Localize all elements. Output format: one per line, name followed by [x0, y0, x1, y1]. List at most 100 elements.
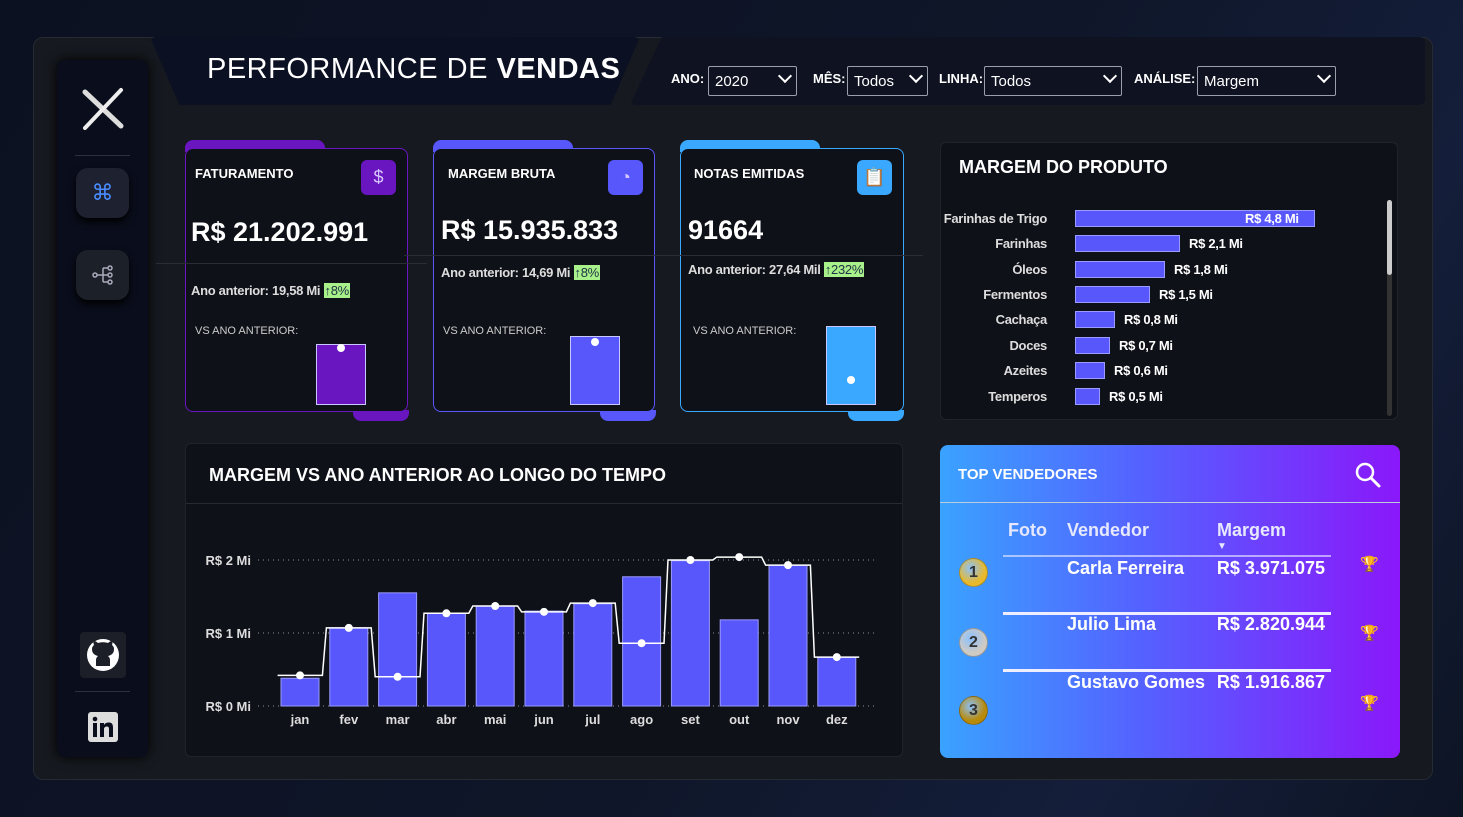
trophy-icon: 🏆 [1360, 625, 1379, 642]
previous-year-point-fev [344, 623, 353, 632]
linkedin-link[interactable] [76, 702, 129, 752]
chevron-down-icon [777, 68, 793, 84]
kpi-card-faturamento: FATURAMENTO $ R$ 21.202.991 Ano anterior… [156, 148, 427, 412]
scrollbar[interactable] [1387, 200, 1392, 416]
product-name: Farinhas de Trigo [943, 211, 1048, 226]
kpi-title: FATURAMENTO [195, 166, 294, 181]
filter-analise-value: Margem [1204, 73, 1260, 90]
rank-medal-icon: 2 [959, 628, 988, 657]
github-link[interactable] [76, 630, 129, 680]
kpi-vs-label: VS ANO ANTERIOR: [693, 325, 797, 337]
product-name: Farinhas [995, 236, 1047, 251]
previous-year-point-out [735, 553, 744, 562]
kpi-change-badge: ↑8% [323, 283, 350, 298]
product-row[interactable]: Azeites R$ 0,6 Mi [941, 362, 1381, 380]
product-value-label: R$ 0,5 Mi [1109, 389, 1163, 404]
x-tick-label: jun [533, 712, 554, 727]
product-row[interactable]: Fermentos R$ 1,5 Mi [941, 286, 1381, 304]
bar-mai [475, 605, 515, 707]
product-value-label: R$ 0,8 Mi [1124, 312, 1178, 327]
kpi-value: 91664 [688, 215, 764, 245]
kpi-title: NOTAS EMITIDAS [694, 166, 805, 181]
search-icon[interactable] [1354, 461, 1382, 489]
product-bar [1075, 235, 1180, 252]
product-name: Azeites [1003, 363, 1048, 378]
chevron-down-icon [1102, 68, 1118, 84]
sidebar-divider [75, 691, 130, 692]
trophy-icon: 🏆 [1360, 695, 1379, 712]
filter-ano-select[interactable]: 2020 [708, 66, 797, 96]
kpi-value: R$ 21.202.991 [191, 217, 369, 247]
filter-label-analise: ANÁLISE: [1134, 71, 1196, 86]
y-tick-label: R$ 0 Mi [205, 699, 251, 714]
product-row[interactable]: Cachaça R$ 0,8 Mi [941, 311, 1381, 329]
bar-set [670, 560, 710, 707]
product-row[interactable]: Farinhas de Trigo R$ 4,8 Mi [941, 210, 1381, 228]
sidebar-item-home[interactable]: ⌘ [76, 168, 129, 218]
filter-label-ano: ANO: [671, 71, 705, 86]
product-row[interactable]: Doces R$ 0,7 Mi [941, 337, 1381, 355]
column-header-foto[interactable]: Foto [1008, 520, 1047, 540]
kpi-current-bar [570, 336, 620, 405]
hierarchy-icon [91, 265, 113, 285]
product-value-label: R$ 1,5 Mi [1159, 287, 1213, 302]
previous-year-point-abr [442, 609, 451, 618]
product-row[interactable]: Farinhas R$ 2,1 Mi [941, 235, 1381, 253]
kpi-previous-dot [847, 376, 855, 384]
filter-linha-value: Todos [991, 73, 1032, 90]
page-title: PERFORMANCE DE VENDAS [207, 53, 620, 86]
product-value-label: R$ 4,8 Mi [1245, 211, 1299, 226]
rank-number: 2 [969, 633, 978, 651]
divider [404, 255, 674, 256]
chart-title: MARGEM VS ANO ANTERIOR AO LONGO DO TEMPO [209, 465, 667, 485]
top-sellers-panel: TOP VENDEDORES Foto Vendedor Margem ▼ 1 … [940, 445, 1400, 758]
kpi-tab [353, 410, 409, 421]
trophy-icon: 🏆 [1360, 556, 1379, 573]
bar-jun [524, 610, 564, 707]
product-bar [1075, 337, 1110, 354]
bar-fev [329, 627, 369, 707]
linkedin-icon [87, 712, 118, 742]
product-row[interactable]: Óleos R$ 1,8 Mi [941, 261, 1381, 279]
bar-jul [573, 603, 613, 707]
previous-year-point-jun [540, 607, 548, 616]
bar-mar [378, 592, 418, 707]
title-banner [150, 37, 640, 105]
kpi-previous: Ano anterior: 27,64 Mil ↑232% [688, 262, 865, 277]
product-name: Cachaça [995, 312, 1048, 327]
filter-label-mes: MÊS: [813, 71, 846, 86]
product-row[interactable]: Temperos R$ 0,5 Mi [941, 388, 1381, 406]
y-tick-label: R$ 1 Mi [205, 626, 251, 641]
filter-mes-select[interactable]: Todos [847, 66, 928, 96]
panel-title: MARGEM DO PRODUTO [959, 157, 1168, 177]
kpi-previous-label: Ano anterior: 19,58 Mi [191, 283, 321, 298]
column-header-margem[interactable]: Margem [1217, 520, 1287, 540]
bar-dez [817, 656, 857, 707]
kpi-tab [600, 410, 656, 421]
column-header-vendedor[interactable]: Vendedor [1067, 520, 1150, 540]
product-bar [1075, 286, 1150, 303]
x-tick-label: jan [290, 712, 310, 727]
product-name: Óleos [1012, 262, 1047, 277]
x-tick-label: nov [776, 712, 800, 727]
divider [651, 255, 923, 256]
pie-chart-icon: ◔ [608, 160, 643, 195]
y-tick-label: R$ 2 Mi [205, 553, 251, 568]
sort-desc-icon: ▼ [1217, 541, 1227, 552]
previous-year-point-dez [832, 653, 841, 662]
panel-title: TOP VENDEDORES [958, 466, 1098, 483]
kpi-previous: Ano anterior: 14,69 Mi ↑8% [441, 265, 600, 280]
filter-analise-select[interactable]: Margem [1197, 66, 1336, 96]
scrollbar-thumb[interactable] [1387, 200, 1392, 275]
seller-name: Carla Ferreira [1067, 558, 1185, 578]
filter-linha-select[interactable]: Todos [984, 66, 1122, 96]
previous-year-point-jan [296, 671, 304, 680]
filter-ano-value: 2020 [715, 73, 749, 90]
previous-year-line [277, 556, 860, 678]
rank-medal-icon: 1 [959, 558, 988, 587]
kpi-change-badge: ↑8% [573, 265, 600, 280]
previous-year-point-nov [784, 561, 792, 570]
sidebar-item-hierarchy[interactable] [76, 250, 129, 300]
sidebar-divider [75, 155, 130, 156]
seller-name: Gustavo Gomes [1067, 672, 1206, 692]
